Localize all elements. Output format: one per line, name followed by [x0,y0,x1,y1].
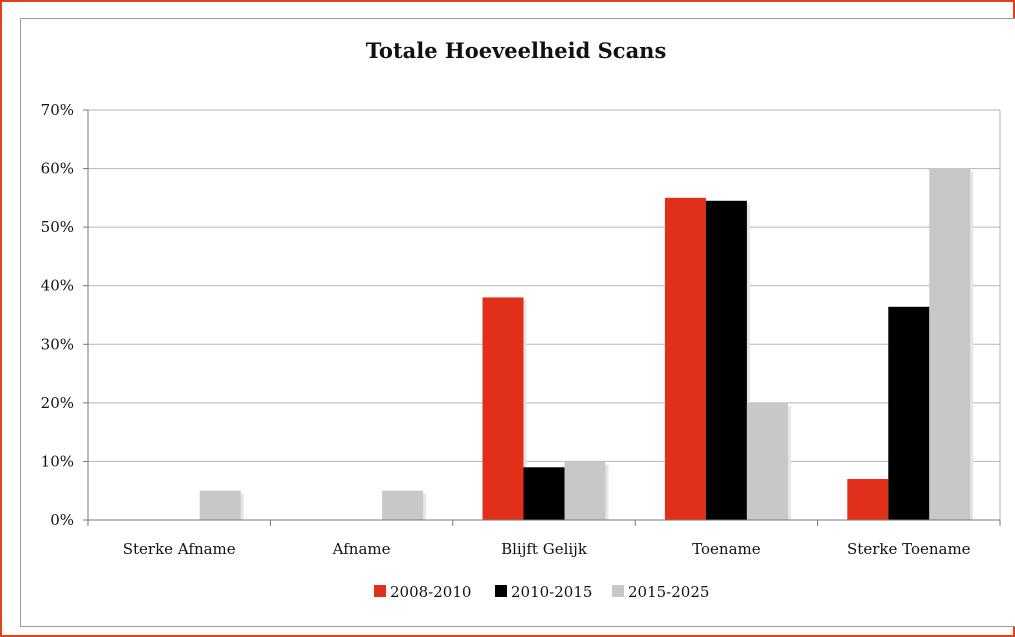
legend-swatch [495,585,507,597]
y-tick-label: 60% [41,160,74,178]
y-tick-label: 10% [41,452,74,470]
x-category-label: Toename [692,540,761,558]
y-tick-label: 50% [41,218,74,236]
bars [199,168,974,521]
y-tick-label: 40% [41,277,74,295]
x-category-label: Sterke Afname [123,540,236,558]
y-tick-label: 20% [41,394,74,412]
legend-label: 2015-2025 [628,583,709,601]
y-axis-ticks: 0% 10% 20% 30% 40% 50% 60% 70% [41,101,88,529]
y-tick-label: 30% [41,335,74,353]
bar-2015-2025-blijft-gelijk [564,461,606,520]
x-axis: Sterke Afname Afname Blijft Gelijk Toename S… [87,110,1001,558]
legend-swatch [612,585,624,597]
bar-2010-2015-blijft-gelijk [523,467,565,520]
legend-label: 2010-2015 [511,583,592,601]
legend-label: 2008-2010 [390,583,471,601]
x-category-label: Sterke Toename [847,540,971,558]
gridlines [88,109,1001,520]
bar-2008-2010-sterke-toename [847,479,889,520]
x-category-label: Afname [332,540,391,558]
legend: 2008-2010 2010-2015 2015-2025 [374,583,709,601]
y-tick-label: 0% [50,511,74,529]
legend-swatch [374,585,386,597]
bar-2015-2025-sterke-toename [929,168,971,521]
y-tick-label: 70% [41,101,74,119]
bar-2010-2015-toename [705,200,747,521]
chart-title: Totale Hoeveelheid Scans [366,38,667,63]
bar-2010-2015-sterke-toename [888,306,930,520]
bar-2015-2025-toename [746,402,788,520]
bar-2015-2025-afname [382,490,424,520]
bar-2008-2010-blijft-gelijk [482,297,524,520]
x-category-label: Blijft Gelijk [501,540,588,558]
bar-2008-2010-toename [664,197,706,520]
bar-2015-2025-sterke-afname [199,490,241,520]
